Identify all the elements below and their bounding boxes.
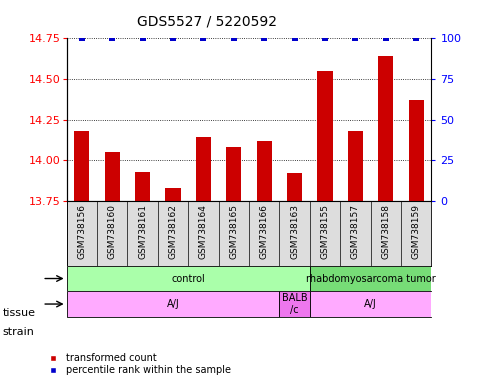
Text: GSM738163: GSM738163 bbox=[290, 204, 299, 259]
Point bbox=[291, 35, 299, 41]
Text: GSM738157: GSM738157 bbox=[351, 204, 360, 259]
Bar bbox=[310, 291, 431, 317]
Point bbox=[169, 35, 177, 41]
Bar bbox=[287, 173, 302, 201]
Text: A/J: A/J bbox=[364, 299, 377, 309]
Bar bbox=[135, 172, 150, 201]
Text: GSM738159: GSM738159 bbox=[412, 204, 421, 259]
Text: strain: strain bbox=[2, 327, 35, 337]
Bar bbox=[74, 131, 89, 201]
Point bbox=[78, 35, 86, 41]
Point bbox=[139, 35, 146, 41]
Bar bbox=[196, 137, 211, 201]
Point bbox=[230, 35, 238, 41]
Bar bbox=[317, 71, 333, 201]
Point bbox=[412, 35, 420, 41]
Bar bbox=[378, 56, 393, 201]
Bar bbox=[226, 147, 242, 201]
Point bbox=[199, 35, 208, 41]
Text: GSM738164: GSM738164 bbox=[199, 204, 208, 259]
Bar bbox=[67, 291, 280, 317]
Bar bbox=[310, 266, 431, 291]
Bar bbox=[409, 100, 424, 201]
Text: GSM738155: GSM738155 bbox=[320, 204, 329, 259]
Bar bbox=[280, 291, 310, 317]
Point bbox=[321, 35, 329, 41]
Bar bbox=[165, 188, 180, 201]
Text: GSM738160: GSM738160 bbox=[107, 204, 117, 259]
Text: GDS5527 / 5220592: GDS5527 / 5220592 bbox=[137, 15, 277, 29]
Text: BALB
/c: BALB /c bbox=[282, 293, 307, 315]
Text: GSM738162: GSM738162 bbox=[169, 204, 177, 259]
Point bbox=[382, 35, 389, 41]
Text: GSM738166: GSM738166 bbox=[260, 204, 269, 259]
Legend: transformed count, percentile rank within the sample: transformed count, percentile rank withi… bbox=[39, 349, 235, 379]
Text: GSM738161: GSM738161 bbox=[138, 204, 147, 259]
Text: tissue: tissue bbox=[2, 308, 35, 318]
Text: GSM738165: GSM738165 bbox=[229, 204, 238, 259]
Bar bbox=[348, 131, 363, 201]
Text: control: control bbox=[171, 273, 205, 283]
Bar bbox=[105, 152, 120, 201]
Point bbox=[108, 35, 116, 41]
Bar bbox=[256, 141, 272, 201]
Point bbox=[352, 35, 359, 41]
Text: GSM738158: GSM738158 bbox=[381, 204, 390, 259]
Text: GSM738156: GSM738156 bbox=[77, 204, 86, 259]
Text: rhabdomyosarcoma tumor: rhabdomyosarcoma tumor bbox=[306, 273, 435, 283]
Point bbox=[260, 35, 268, 41]
Bar bbox=[67, 266, 310, 291]
Text: A/J: A/J bbox=[167, 299, 179, 309]
